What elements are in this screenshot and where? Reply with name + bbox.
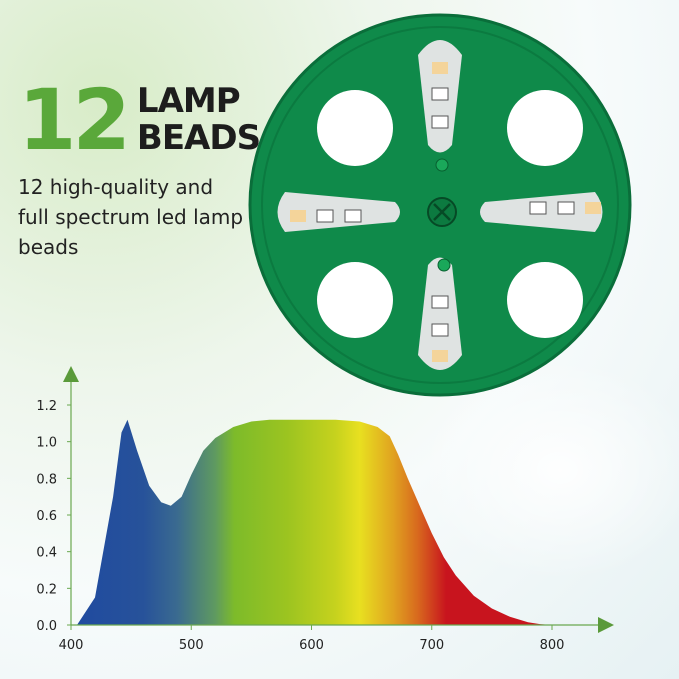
disc-hole xyxy=(507,262,583,338)
led-bead xyxy=(585,202,601,214)
led-bead xyxy=(316,209,334,223)
y-tick-label: 0.4 xyxy=(36,546,57,561)
x-tick-label: 400 xyxy=(59,638,84,653)
y-tick-label: 1.2 xyxy=(36,399,57,414)
disc-hole xyxy=(507,90,583,166)
led-bead xyxy=(432,350,448,362)
led-bead xyxy=(431,115,449,129)
headline: 12 LAMP BEADS xyxy=(18,71,261,169)
headline-text: LAMP BEADS xyxy=(136,80,261,158)
led-bead xyxy=(344,209,362,223)
disc-hole xyxy=(317,90,393,166)
headline-line1: LAMP xyxy=(136,80,241,121)
background-glow xyxy=(420,360,679,580)
center-screw-cross-icon xyxy=(433,203,451,221)
spectrum-area xyxy=(77,419,552,625)
x-tick-label: 600 xyxy=(299,638,324,653)
led-bead xyxy=(431,87,449,101)
x-tick-label: 500 xyxy=(179,638,204,653)
y-axis-arrow-icon xyxy=(63,366,79,382)
headline-number: 12 xyxy=(18,71,131,169)
description: 12 high-quality and full spectrum led la… xyxy=(18,175,244,259)
indicator-led xyxy=(437,258,451,272)
y-tick-label: 1.0 xyxy=(36,436,57,451)
y-tick-label: 0.2 xyxy=(36,582,57,597)
x-axis-arrow-icon xyxy=(598,617,614,633)
x-tick-label: 800 xyxy=(540,638,565,653)
led-bead xyxy=(529,201,547,215)
y-tick-label: 0.0 xyxy=(36,619,57,634)
led-strip-bottom xyxy=(418,257,462,370)
led-bead xyxy=(431,295,449,309)
disc-hole xyxy=(317,262,393,338)
y-tick-label: 0.6 xyxy=(36,509,57,524)
led-bead xyxy=(557,201,575,215)
disc-rim xyxy=(261,26,619,384)
x-tick-label: 700 xyxy=(419,638,444,653)
led-strip-left xyxy=(277,192,400,232)
led-bead xyxy=(432,62,448,74)
spectrum-chart: 400 500 600 700 800 0.0 0.2 0.4 0.6 0.8 1.0 1.2 xyxy=(36,366,614,653)
headline-line2: BEADS xyxy=(136,118,261,158)
led-bead xyxy=(290,210,306,222)
led-bead xyxy=(431,323,449,337)
indicator-led xyxy=(435,158,449,172)
y-tick-label: 0.8 xyxy=(36,472,57,487)
